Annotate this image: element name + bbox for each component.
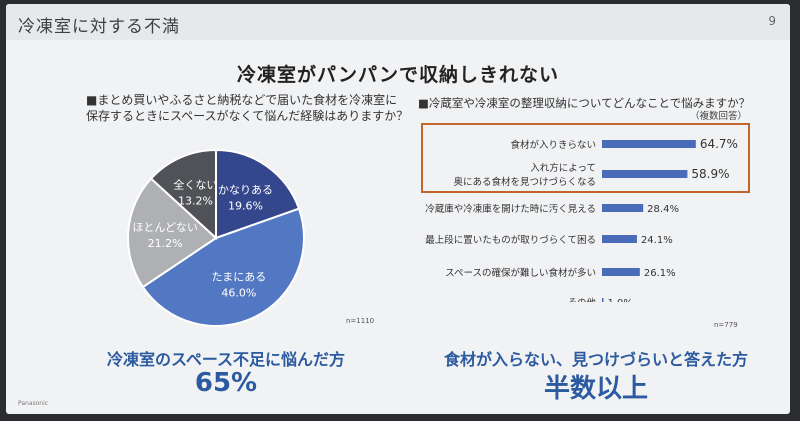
bar-category-label: 入れ方によって [530,162,596,174]
bar [602,235,637,243]
right-question: ■冷蔵室や冷凍室の整理収納についてどんなことで悩みますか？ [418,96,751,110]
bar-category-label: 最上段に置いたものが取りづらくて困る [425,234,596,246]
bar-value-label: 28.4% [647,204,679,215]
bar-value-label: 58.9% [691,167,729,181]
bar-category-label: 冷蔵庫や冷凍庫を開けた時に汚く見える [425,203,596,215]
bar [602,140,696,148]
slide-header: 冷凍室に対する不満 9 [6,4,790,40]
bar-category-label: その他 [567,297,596,302]
bar-value-label: 24.1% [641,235,673,246]
slide-title: 冷凍室に対する不満 [18,17,180,37]
pie-slice-label: 全くない [173,177,217,191]
pie-slice-label: かなりある [218,183,273,196]
bar-category-label: スペースの確保が難しい食材が多い [445,267,596,279]
pie-slice [141,207,305,327]
left-conclusion: 冷凍室のスペース不足に悩んだ方 [106,350,346,369]
right-conclusion: 食材が入らない、見つけづらいと答えた方 [443,350,748,369]
multiple-answers-note: （複数回答） [690,111,748,122]
left-sample-size: n=1110 [346,317,375,325]
bar-category-label: 食材が入りきらない [510,139,596,151]
bar [602,268,640,276]
pie-slice-value: 19.6% [228,199,263,212]
pie-slice-value: 21.2% [148,237,183,250]
bar-value-label: 26.1% [644,268,676,279]
bar-value-label: 1.0% [608,298,633,302]
left-question: ■まとめ買いやふるさと納税などで届いた食材を冷凍室に 保存するときにスペースがな… [86,92,416,124]
left-question-line-2: 保存するときにスペースがなくて悩んだ経験はありますか？ [86,109,409,123]
pie-slice [149,148,217,241]
slide: 冷凍室に対する不満 9 冷凍室がパンパンで収納しきれない ■まとめ買いやふるさと… [6,4,790,414]
pie-slice-value: 46.0% [221,287,256,300]
left-question-line-1: ■まとめ買いやふるさと納税などで届いた食材を冷凍室に [86,93,398,107]
page-number: 9 [768,14,776,28]
right-conclusion-value: 半数以上 [543,374,648,404]
pie-chart: かなりある 19.6% たまにある 46.0% ほとんどない 21.2% 全くない 13.2% [127,148,305,327]
bar-value-label: 64.7% [700,137,738,151]
bar [602,298,604,302]
bar-category-label: 奥にある食材を見つけづらくなる [453,176,596,188]
pie-slice-value: 13.2% [178,194,213,207]
pie-slice-label: ほとんどない [132,221,197,234]
bar [602,170,688,178]
right-sample-size: n=779 [714,321,738,329]
bar [602,204,644,212]
brand-logo: Panasonic [18,400,49,407]
pie-slice-label: たまにある [212,271,267,284]
headline: 冷凍室がパンパンで収納しきれない [237,64,559,86]
highlight-box [421,123,750,193]
pie-slice [127,177,218,289]
left-conclusion-value: 65% [194,368,258,398]
